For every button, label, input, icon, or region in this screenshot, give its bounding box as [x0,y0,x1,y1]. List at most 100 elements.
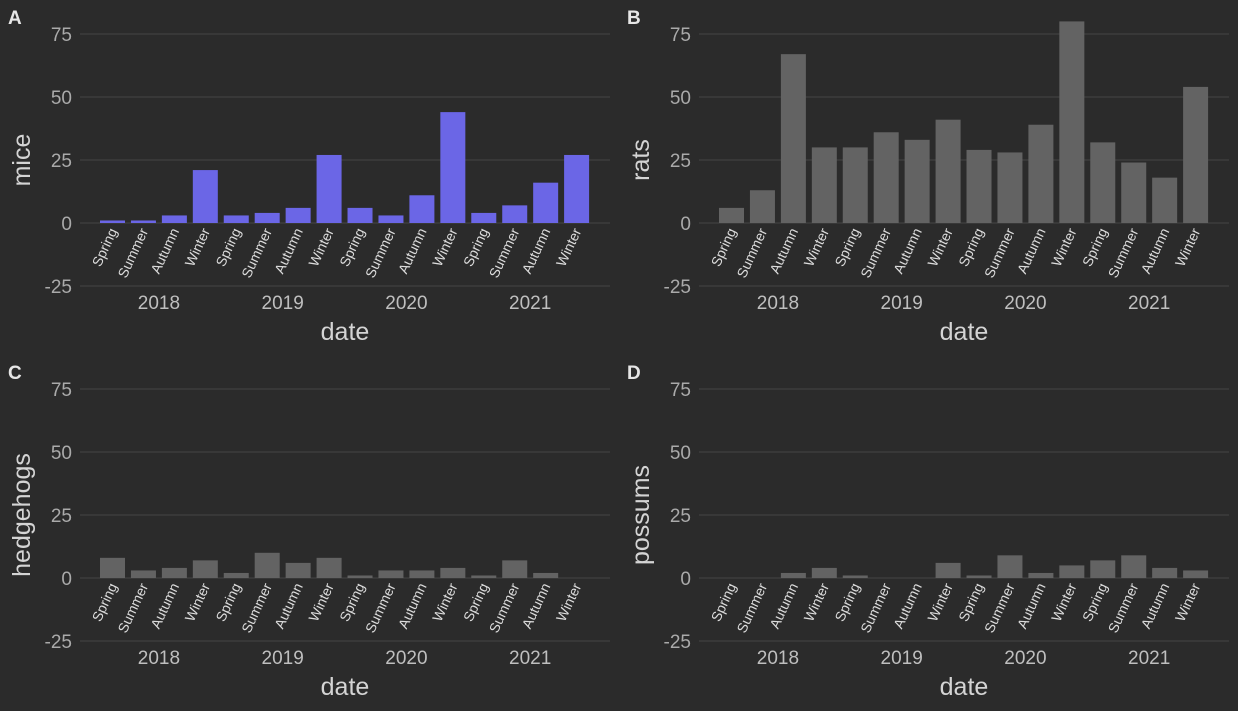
season-tick-label: Winter [181,580,213,624]
bar [378,215,404,223]
bar [130,570,156,578]
y-tick-label: 0 [680,569,691,590]
season-tick-label: Winter [305,225,337,269]
year-tick-label: 2018 [138,293,180,314]
y-tick-label: 0 [680,214,691,235]
season-tick-label: Autumn [395,226,430,276]
season-tick-label: Autumn [890,581,925,631]
bar [1090,142,1116,223]
bar [533,182,559,223]
bar [471,212,497,223]
season-tick-label: Spring [955,581,987,624]
bar [1152,177,1178,223]
bar [285,207,311,223]
bar [409,570,435,578]
y-tick-label: 0 [61,569,72,590]
bar [440,567,466,578]
season-tick-label: Spring [1079,226,1111,269]
season-tick-label: Summer [486,225,523,280]
season-tick-label: Winter [429,225,461,269]
season-tick-label: Spring [212,226,244,269]
year-tick-label: 2019 [262,648,304,669]
season-tick-label: Winter [429,580,461,624]
season-tick-label: Winter [800,580,832,624]
bar [904,139,930,223]
season-tick-label: Autumn [518,581,553,631]
year-tick-label: 2018 [138,648,180,669]
season-tick-label: Summer [114,580,151,635]
bar [502,205,528,223]
year-tick-label: 2020 [1004,648,1046,669]
year-tick-label: 2019 [262,293,304,314]
bar [161,215,187,223]
bar [564,154,590,223]
season-tick-label: Autumn [890,226,925,276]
bar [842,147,868,223]
season-tick-label: Summer [238,225,275,280]
season-tick-label: Autumn [1014,226,1049,276]
season-tick-label: Autumn [147,226,182,276]
bar [1059,565,1085,578]
bar [811,147,837,223]
season-tick-label: Spring [336,581,368,624]
bar [1028,572,1054,578]
bar [749,190,775,223]
panel-tag: B [627,8,641,29]
panel-tag: D [627,363,641,384]
season-tick-label: Autumn [1137,226,1172,276]
bar [533,572,559,578]
y-tick-label: 50 [51,88,72,109]
season-tick-label: Summer [857,225,894,280]
y-tick-label: 25 [51,506,72,527]
season-tick-label: Winter [1048,225,1080,269]
bar [842,575,868,578]
bar [254,212,280,223]
season-tick-label: Autumn [766,226,801,276]
season-tick-label: Winter [553,225,585,269]
bar [161,567,187,578]
season-tick-label: Summer [733,225,770,280]
bar [780,54,806,223]
season-tick-label: Winter [181,225,213,269]
year-tick-label: 2021 [509,648,551,669]
bar [316,154,342,223]
season-tick-label: Summer [362,225,399,280]
bar [719,207,744,223]
bar [254,552,280,578]
bar [285,562,311,578]
season-tick-label: Autumn [271,581,306,631]
bar [997,555,1023,578]
y-axis-label: rats [627,139,655,181]
bar [378,570,404,578]
season-tick-label: Spring [89,581,121,624]
season-tick-label: Autumn [147,581,182,631]
year-tick-label: 2019 [881,293,923,314]
y-tick-label: 25 [51,151,72,172]
bar [347,207,373,223]
season-tick-label: Spring [955,226,987,269]
y-tick-label: -25 [664,632,691,653]
season-tick-label: Winter [800,225,832,269]
season-tick-label: Summer [1105,225,1142,280]
season-tick-label: Spring [1079,581,1111,624]
bar [100,557,125,578]
year-tick-label: 2020 [385,648,427,669]
season-tick-label: Winter [924,580,956,624]
bar [1121,555,1147,578]
year-tick-label: 2020 [1004,293,1046,314]
year-tick-label: 2018 [757,648,799,669]
year-tick-label: 2021 [1128,648,1170,669]
y-tick-label: 75 [51,380,72,401]
season-tick-label: Spring [460,226,492,269]
season-tick-label: Summer [1105,580,1142,635]
y-tick-label: 25 [670,151,691,172]
y-tick-label: 75 [51,25,72,46]
bar [471,575,497,578]
bar [192,560,218,578]
season-tick-label: Summer [114,225,151,280]
year-tick-label: 2021 [509,293,551,314]
bar [1059,21,1085,224]
